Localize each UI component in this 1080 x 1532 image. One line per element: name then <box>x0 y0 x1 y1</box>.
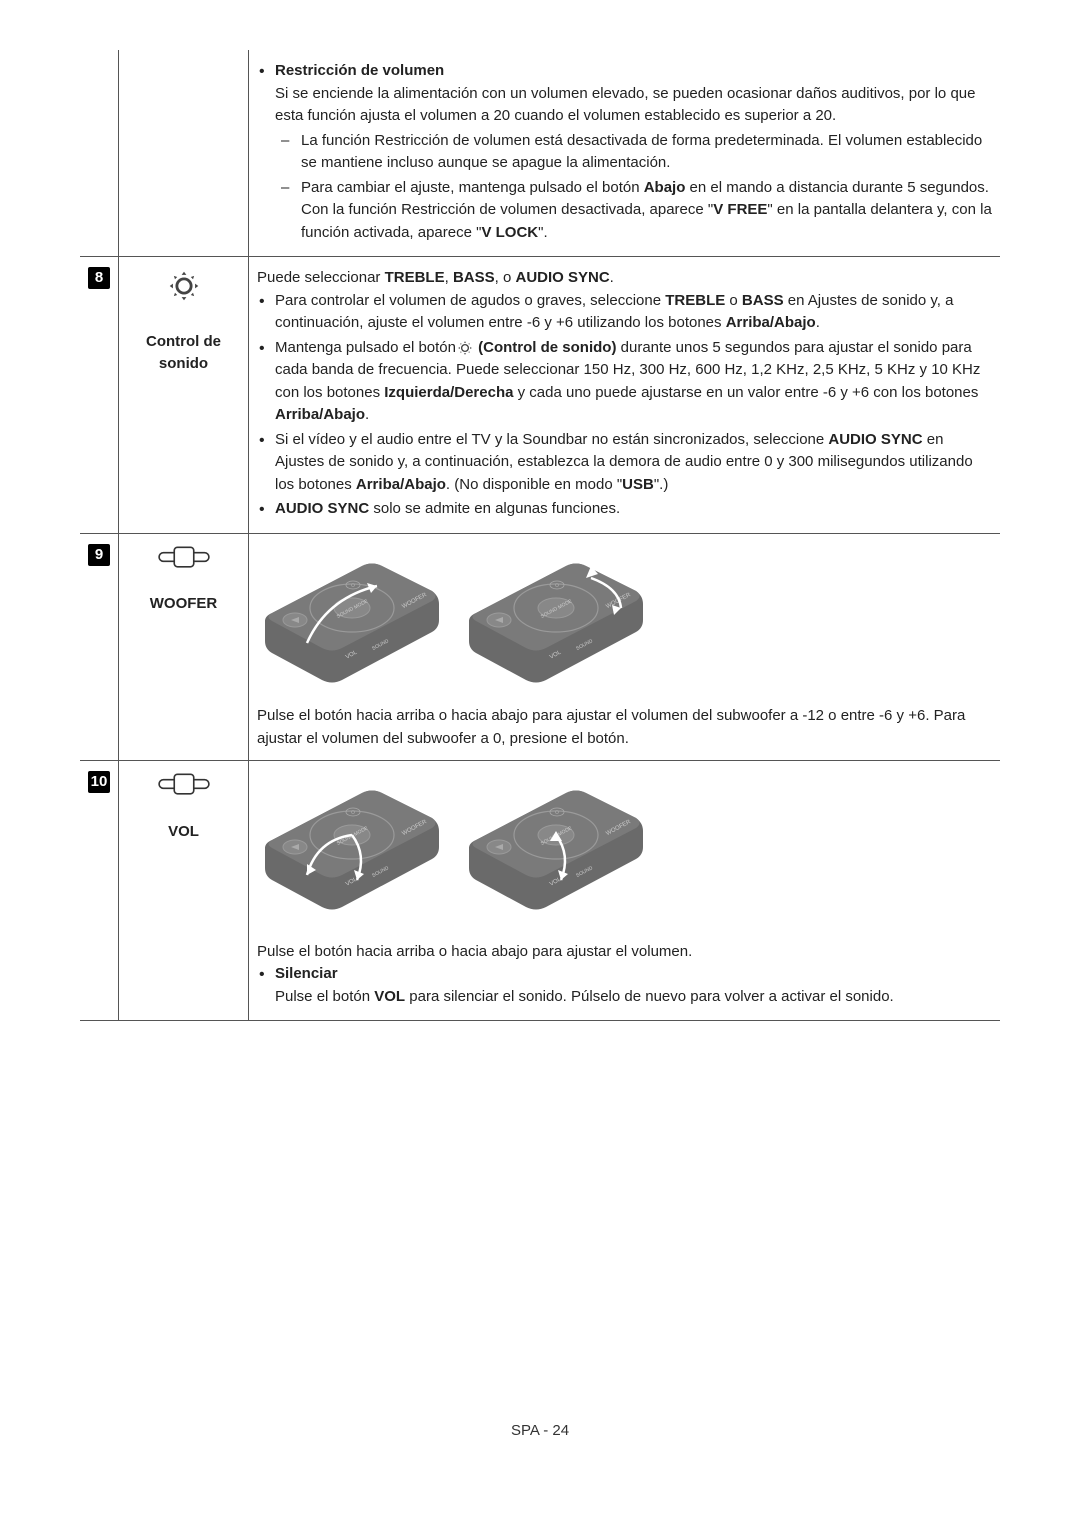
volume-restriction-title: Restricción de volumen <box>275 62 444 79</box>
num-badge-9: 9 <box>88 544 110 566</box>
row9-content: Pulse el botón hacia arriba o hacia abaj… <box>249 533 1001 761</box>
volume-restriction-text: Si se enciende la alimentación con un vo… <box>275 85 975 125</box>
row8-label-cell: Control de sonido <box>119 257 249 534</box>
remote-vol-up-illustration <box>257 775 447 931</box>
dash-item-1: La función Restricción de volumen está d… <box>275 130 992 175</box>
row8-li1: Para controlar el volumen de agudos o gr… <box>257 290 992 335</box>
row-10: 10 VOL <box>80 761 1000 1021</box>
num-badge-8: 8 <box>88 267 110 289</box>
row8-intro: Puede seleccionar TREBLE, BASS, o AUDIO … <box>257 267 992 290</box>
row-9: 9 WOOFER Pulse el botón <box>80 533 1000 761</box>
row-8: 8 Control de sonido Puede seleccionar TR… <box>80 257 1000 534</box>
remote-woofer-down-illustration <box>461 548 651 696</box>
mute-title: Silenciar <box>275 965 338 982</box>
col-num-empty <box>80 50 119 257</box>
row8-li4: AUDIO SYNC solo se admite en algunas fun… <box>257 498 992 521</box>
remote-woofer-up-illustration <box>257 548 447 696</box>
row8-num-cell: 8 <box>80 257 119 534</box>
row-7-continuation: Restricción de volumen Si se enciende la… <box>80 50 1000 257</box>
row10-content: Pulse el botón hacia arriba o hacia abaj… <box>249 761 1001 1021</box>
page-footer: SPA - 24 <box>0 1420 1080 1443</box>
row10-label: VOL <box>127 821 240 844</box>
gear-icon <box>165 267 203 313</box>
row10-text1: Pulse el botón hacia arriba o hacia abaj… <box>257 941 992 964</box>
row9-label-cell: WOOFER <box>119 533 249 761</box>
row8-content: Puede seleccionar TREBLE, BASS, o AUDIO … <box>249 257 1001 534</box>
row9-label: WOOFER <box>127 593 240 616</box>
row9-num-cell: 9 <box>80 533 119 761</box>
num-badge-10: 10 <box>88 771 110 793</box>
row8-li3: Si el vídeo y el audio entre el TV y la … <box>257 429 992 497</box>
col-label-empty <box>119 50 249 257</box>
row10-mute-item: Silenciar Pulse el botón VOL para silenc… <box>257 963 992 1008</box>
row10-num-cell: 10 <box>80 761 119 1021</box>
row8-li2: Mantenga pulsado el botón (Control de so… <box>257 337 992 427</box>
row8-label-line2: sonido <box>127 353 240 376</box>
row8-label-line1: Control de <box>127 331 240 354</box>
manual-table: Restricción de volumen Si se enciende la… <box>80 50 1000 1021</box>
row7-content: Restricción de volumen Si se enciende la… <box>249 50 1001 257</box>
dash-item-2: Para cambiar el ajuste, mantenga pulsado… <box>275 177 992 245</box>
rocker-icon <box>154 771 214 805</box>
row9-text: Pulse el botón hacia arriba o hacia abaj… <box>257 705 992 750</box>
row10-label-cell: VOL <box>119 761 249 1021</box>
rocker-icon <box>154 544 214 578</box>
gear-icon <box>456 339 474 357</box>
remote-vol-down-illustration <box>461 775 651 931</box>
